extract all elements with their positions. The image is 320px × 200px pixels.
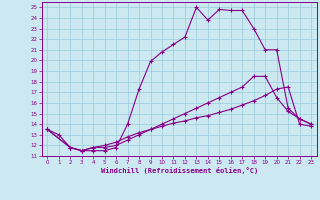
X-axis label: Windchill (Refroidissement éolien,°C): Windchill (Refroidissement éolien,°C) bbox=[100, 167, 258, 174]
